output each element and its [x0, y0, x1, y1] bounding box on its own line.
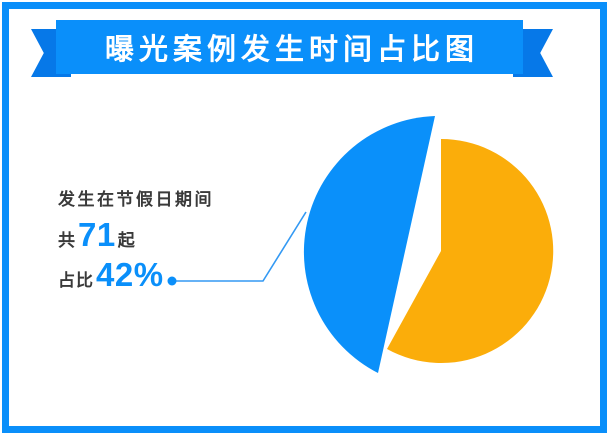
pie-slice-holiday	[303, 116, 435, 373]
page-title: 曝光案例发生时间占比图	[104, 34, 479, 66]
ribbon-banner: 曝光案例发生时间占比图	[56, 20, 523, 74]
count-suffix: 起	[117, 231, 136, 250]
leader-line	[172, 211, 307, 282]
pie-slice-other	[387, 138, 554, 363]
annotation-count-line: 共 71 起	[58, 216, 136, 254]
count-value: 71	[78, 216, 116, 253]
percent-value: 42%	[96, 256, 164, 293]
leader-dot	[167, 276, 177, 286]
annotation-holiday-label: 发生在节假日期间	[58, 190, 214, 209]
annotation-percent-line: 占比 42%	[58, 256, 166, 294]
percent-prefix: 占比	[58, 271, 94, 290]
count-prefix: 共	[58, 231, 76, 250]
